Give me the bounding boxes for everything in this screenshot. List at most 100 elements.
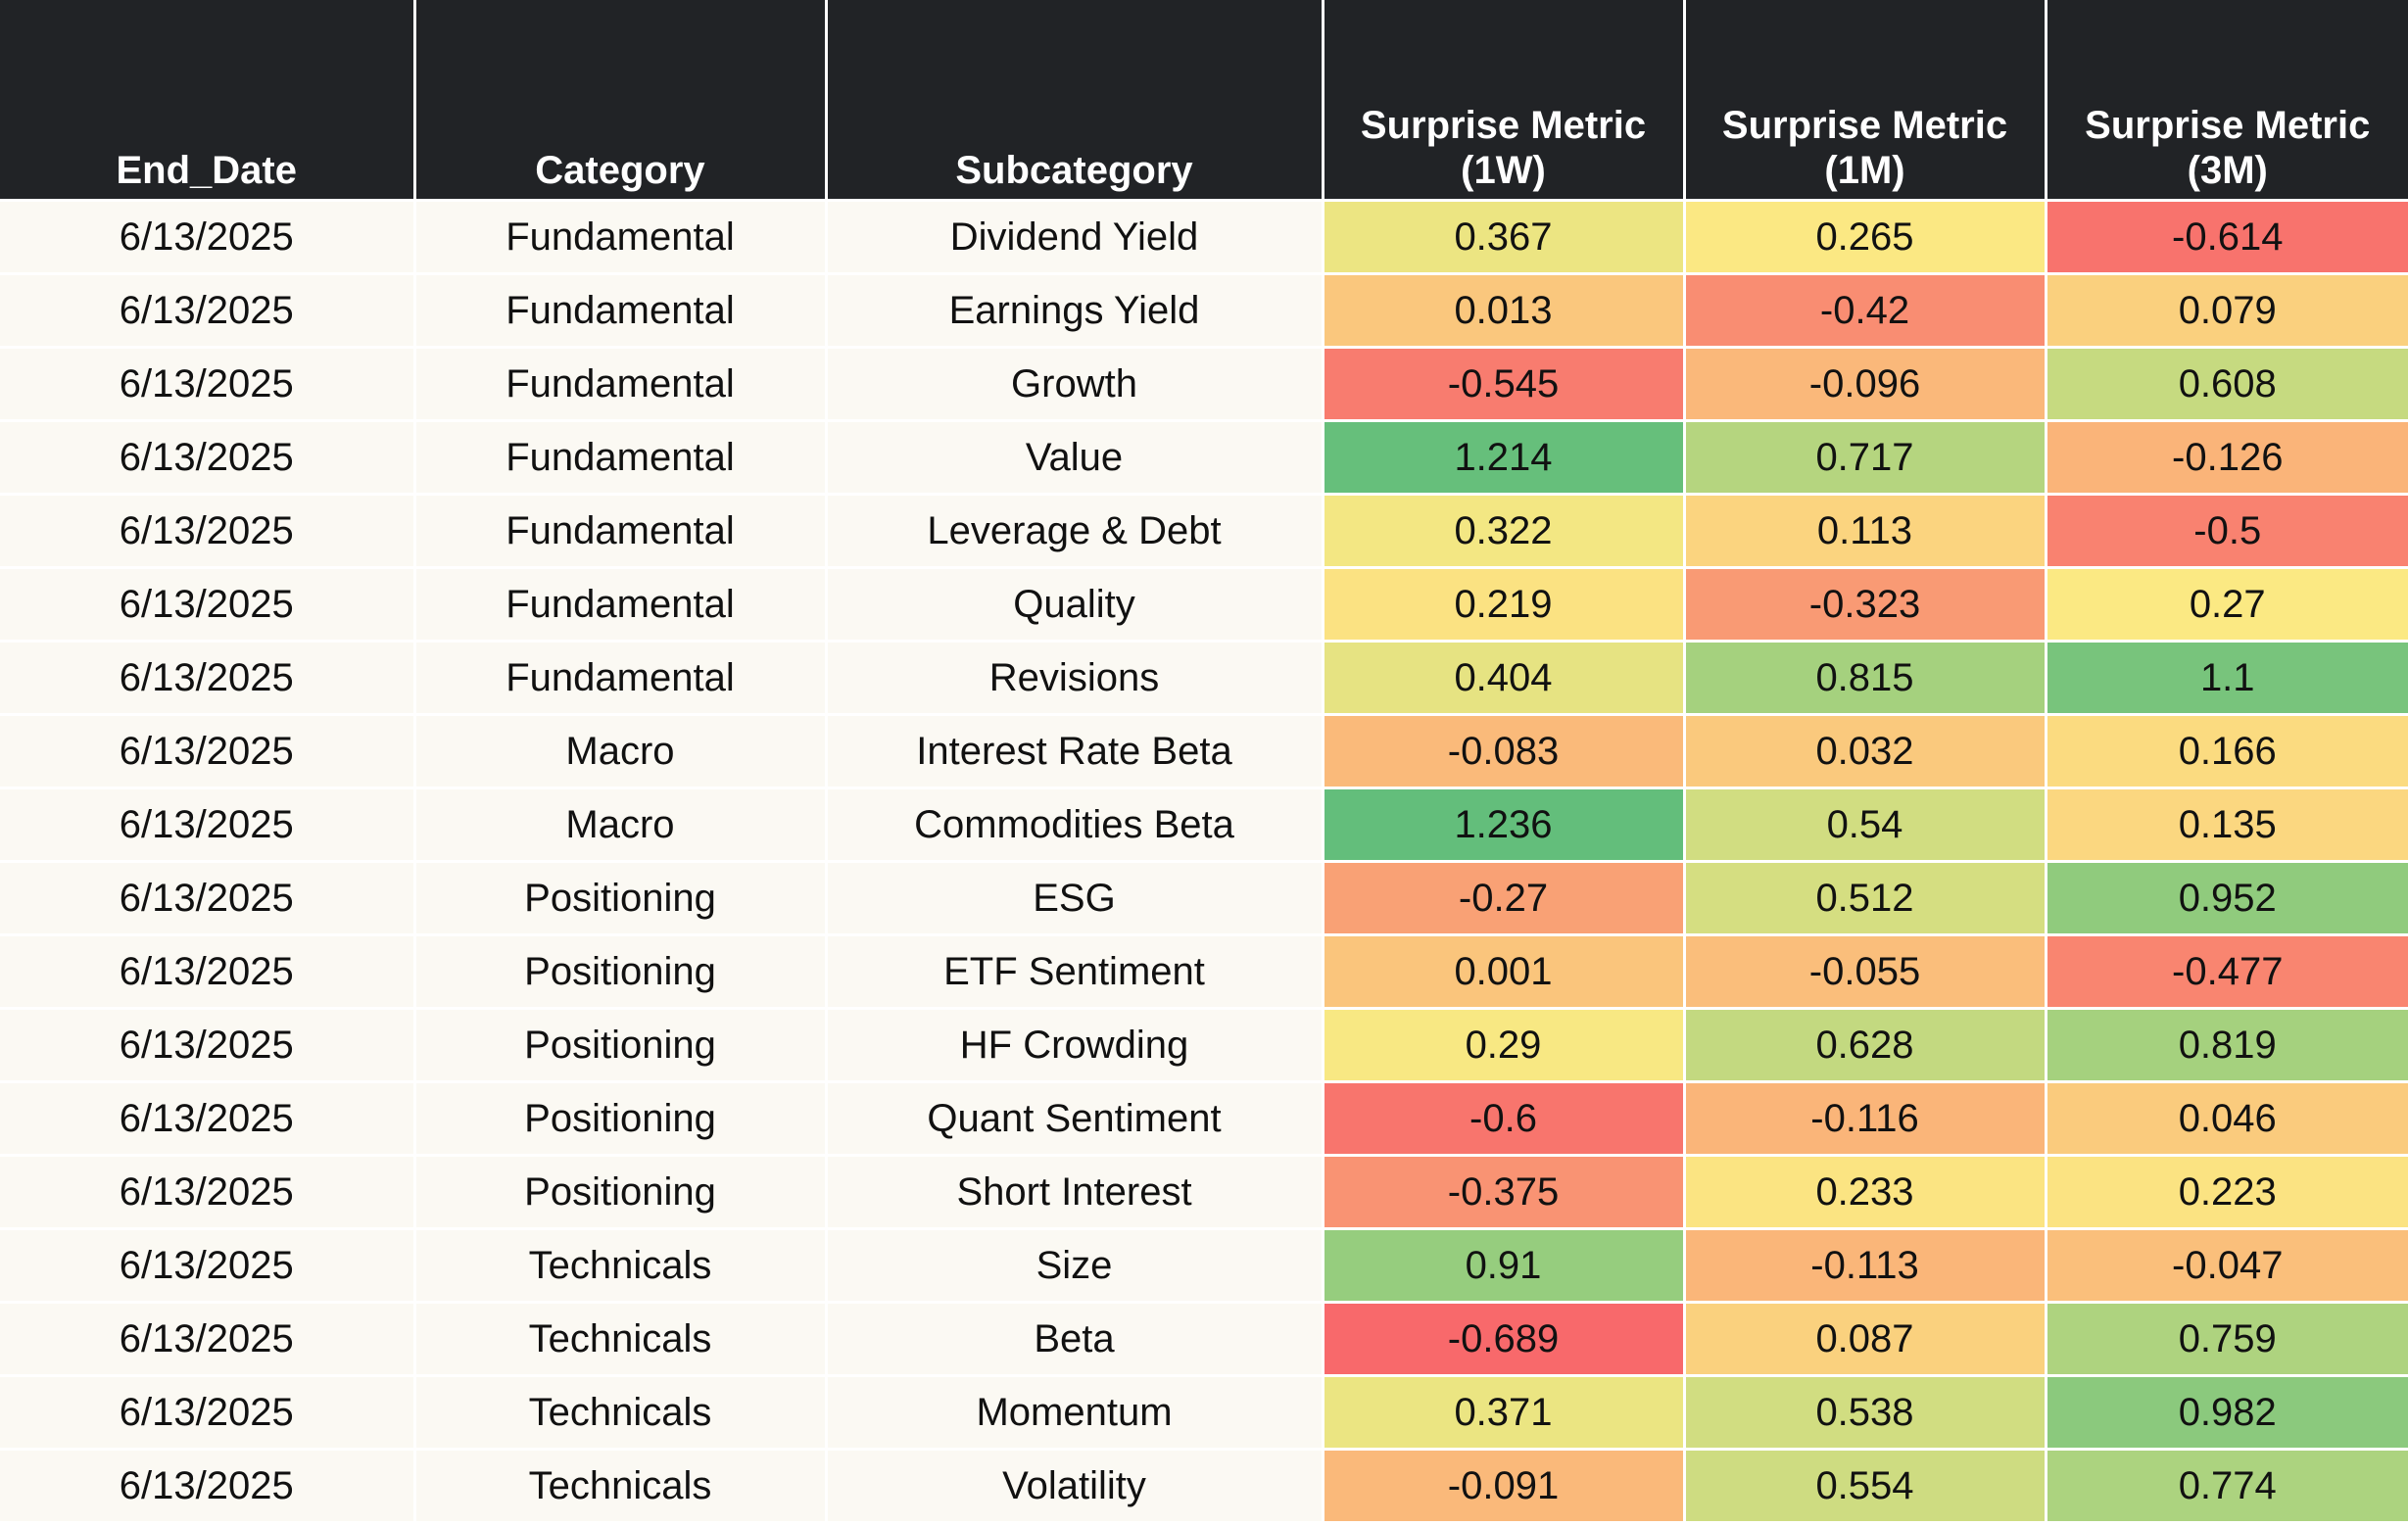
cell-end-date: 6/13/2025 (0, 418, 416, 496)
header-row: End_Date Category Subcategory Surprise M… (0, 0, 2408, 202)
cell-category: Fundamental (412, 271, 828, 349)
cell-end-date: 6/13/2025 (0, 198, 416, 275)
table-row: 6/13/2025 Macro Commodities Beta 1.236 0.54 0… (0, 786, 2408, 863)
cell-subcategory: Value (824, 418, 1324, 496)
cell-category: Positioning (412, 1153, 828, 1230)
cell-surprise-1w: 0.371 (1321, 1373, 1686, 1451)
cell-category: Fundamental (412, 492, 828, 569)
cell-surprise-1w: -0.689 (1321, 1300, 1686, 1377)
table-row: 6/13/2025 Positioning ESG -0.27 0.512 0.952 (0, 859, 2408, 936)
cell-surprise-1w: 0.91 (1321, 1226, 1686, 1304)
cell-surprise-3m: -0.047 (2044, 1226, 2408, 1304)
cell-surprise-1m: 0.233 (1682, 1153, 2047, 1230)
cell-subcategory: Growth (824, 345, 1324, 422)
cell-surprise-3m: 0.079 (2044, 271, 2408, 349)
table-row: 6/13/2025 Fundamental Quality 0.219 -0.323 0.… (0, 565, 2408, 643)
cell-subcategory: Leverage & Debt (824, 492, 1324, 569)
cell-surprise-1w: -0.27 (1321, 859, 1686, 936)
cell-subcategory: Quant Sentiment (824, 1079, 1324, 1157)
cell-surprise-1w: -0.375 (1321, 1153, 1686, 1230)
cell-end-date: 6/13/2025 (0, 492, 416, 569)
cell-surprise-1w: -0.083 (1321, 712, 1686, 789)
table-row: 6/13/2025 Fundamental Growth -0.545 -0.096 0.… (0, 345, 2408, 422)
cell-category: Fundamental (412, 345, 828, 422)
cell-surprise-1w: 0.322 (1321, 492, 1686, 569)
cell-surprise-3m: 0.952 (2044, 859, 2408, 936)
cell-end-date: 6/13/2025 (0, 786, 416, 863)
table-row: 6/13/2025 Positioning ETF Sentiment 0.001 -0… (0, 932, 2408, 1010)
cell-end-date: 6/13/2025 (0, 271, 416, 349)
cell-subcategory: ETF Sentiment (824, 932, 1324, 1010)
cell-surprise-1w: -0.545 (1321, 345, 1686, 422)
cell-surprise-3m: 0.166 (2044, 712, 2408, 789)
cell-end-date: 6/13/2025 (0, 859, 416, 936)
cell-category: Fundamental (412, 639, 828, 716)
cell-surprise-1m: -0.116 (1682, 1079, 2047, 1157)
cell-subcategory: Revisions (824, 639, 1324, 716)
table-row: 6/13/2025 Fundamental Earnings Yield 0.013-… (0, 271, 2408, 349)
cell-surprise-3m: 0.135 (2044, 786, 2408, 863)
cell-category: Fundamental (412, 565, 828, 643)
cell-surprise-3m: 0.046 (2044, 1079, 2408, 1157)
cell-subcategory: Quality (824, 565, 1324, 643)
column-header-surprise-1w: Surprise Metric (1W) (1321, 0, 1686, 202)
cell-end-date: 6/13/2025 (0, 1079, 416, 1157)
cell-subcategory: Dividend Yield (824, 198, 1324, 275)
cell-surprise-3m: -0.5 (2044, 492, 2408, 569)
table-row: 6/13/2025 Technicals Volatility -0.091 0.554… (0, 1447, 2408, 1524)
cell-surprise-1w: 1.214 (1321, 418, 1686, 496)
cell-surprise-3m: -0.126 (2044, 418, 2408, 496)
cell-end-date: 6/13/2025 (0, 565, 416, 643)
column-header-surprise-1m: Surprise Metric (1M) (1682, 0, 2047, 202)
cell-surprise-1m: 0.512 (1682, 859, 2047, 936)
column-header-category: Category (412, 0, 828, 202)
table-row: 6/13/2025 Positioning HF Crowding 0.29 0.628… (0, 1006, 2408, 1083)
cell-surprise-3m: 0.759 (2044, 1300, 2408, 1377)
table-body: 6/13/2025 Fundamental Dividend Yield 0.367 0… (0, 198, 2408, 1524)
cell-category: Technicals (412, 1226, 828, 1304)
table-row: 6/13/2025 Macro Interest Rate Beta -0.083 0.… (0, 712, 2408, 789)
cell-subcategory: Commodities Beta (824, 786, 1324, 863)
cell-category: Fundamental (412, 418, 828, 496)
cell-surprise-3m: -0.477 (2044, 932, 2408, 1010)
cell-surprise-1m: 0.628 (1682, 1006, 2047, 1083)
cell-surprise-1m: 0.087 (1682, 1300, 2047, 1377)
cell-surprise-3m: 0.774 (2044, 1447, 2408, 1524)
cell-surprise-1w: 0.001 (1321, 932, 1686, 1010)
cell-surprise-1w: 0.29 (1321, 1006, 1686, 1083)
cell-surprise-1m: -0.055 (1682, 932, 2047, 1010)
cell-subcategory: Interest Rate Beta (824, 712, 1324, 789)
cell-category: Positioning (412, 1079, 828, 1157)
table-row: 6/13/2025 Fundamental Value 1.214 0.717 -0.12… (0, 418, 2408, 496)
cell-subcategory: Beta (824, 1300, 1324, 1377)
cell-end-date: 6/13/2025 (0, 345, 416, 422)
cell-surprise-1w: -0.091 (1321, 1447, 1686, 1524)
cell-subcategory: Earnings Yield (824, 271, 1324, 349)
cell-end-date: 6/13/2025 (0, 712, 416, 789)
cell-category: Macro (412, 786, 828, 863)
cell-surprise-1m: -0.096 (1682, 345, 2047, 422)
cell-end-date: 6/13/2025 (0, 1153, 416, 1230)
cell-surprise-3m: 0.982 (2044, 1373, 2408, 1451)
table-row: 6/13/2025 Positioning Short Interest -0.375… (0, 1153, 2408, 1230)
cell-surprise-1w: 0.013 (1321, 271, 1686, 349)
table-row: 6/13/2025 Technicals Beta -0.689 0.087 0.759 (0, 1300, 2408, 1377)
table-row: 6/13/2025 Fundamental Dividend Yield 0.367 0… (0, 198, 2408, 275)
cell-surprise-1m: 0.554 (1682, 1447, 2047, 1524)
cell-surprise-1w: 1.236 (1321, 786, 1686, 863)
cell-surprise-1m: 0.032 (1682, 712, 2047, 789)
cell-end-date: 6/13/2025 (0, 1373, 416, 1451)
cell-subcategory: HF Crowding (824, 1006, 1324, 1083)
cell-surprise-1w: 0.404 (1321, 639, 1686, 716)
cell-category: Positioning (412, 859, 828, 936)
cell-surprise-1m: 0.265 (1682, 198, 2047, 275)
cell-end-date: 6/13/2025 (0, 639, 416, 716)
cell-subcategory: Short Interest (824, 1153, 1324, 1230)
cell-category: Positioning (412, 1006, 828, 1083)
cell-surprise-1w: 0.367 (1321, 198, 1686, 275)
cell-category: Technicals (412, 1447, 828, 1524)
cell-category: Positioning (412, 932, 828, 1010)
column-header-subcategory: Subcategory (824, 0, 1324, 202)
cell-subcategory: Size (824, 1226, 1324, 1304)
